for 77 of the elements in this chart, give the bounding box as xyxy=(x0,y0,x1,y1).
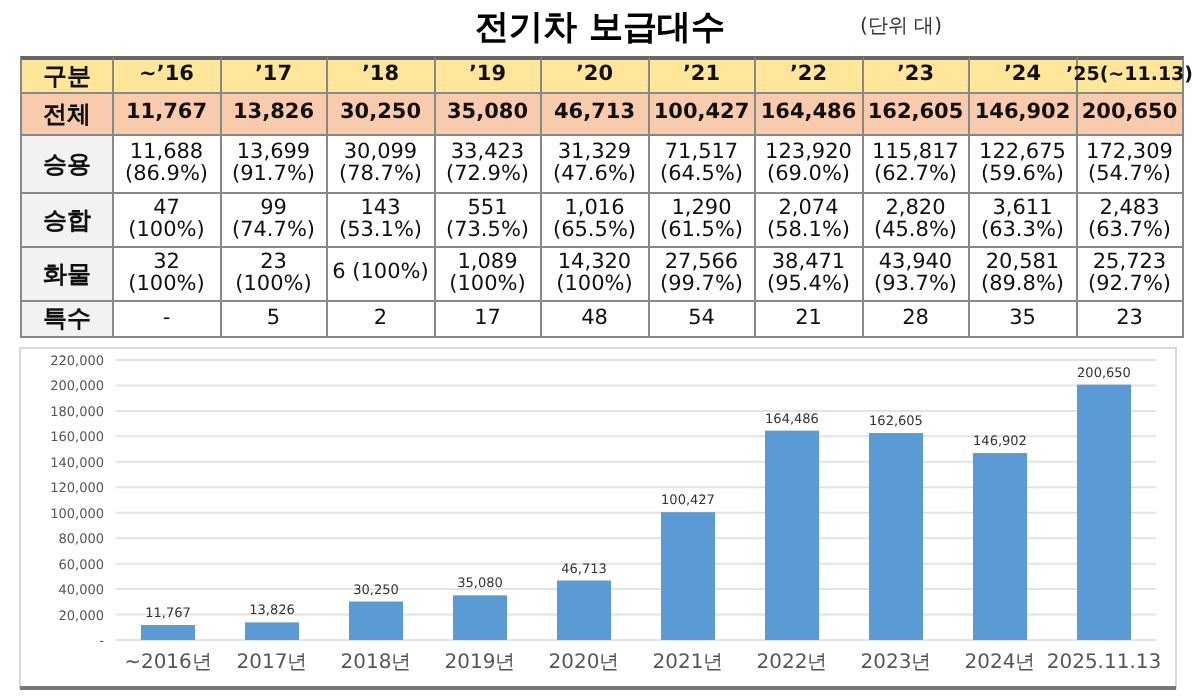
x-tick-label: ’24 xyxy=(1003,62,1042,87)
x-tick-label: ’20 xyxy=(542,56,649,94)
text: 구분 xyxy=(20,56,114,94)
chart-title: 전기차 보급대수 xyxy=(473,6,727,50)
text: 2 xyxy=(373,305,388,330)
text: 21 xyxy=(795,305,822,330)
text: 14,320 (100%) xyxy=(556,249,633,296)
text: 164,486 xyxy=(760,100,857,125)
text: 200,650 xyxy=(1081,100,1178,125)
text: 99 (74.7%) xyxy=(231,195,316,242)
x-tick-label: ’23 xyxy=(863,56,970,94)
text: 1,290 (61.5%) xyxy=(659,195,744,242)
x-tick-label: 2024년 xyxy=(964,652,1036,674)
x-tick-label: 2020년 xyxy=(548,652,620,674)
text: 31,329 (47.6%) xyxy=(552,139,637,186)
text: 11,767 xyxy=(125,100,208,125)
text: 32 (100%) xyxy=(128,249,205,296)
y-tick-label: 승용 xyxy=(20,136,114,194)
x-tick-label: ’22 xyxy=(756,56,863,94)
x-tick-label: 2019년 xyxy=(444,652,516,674)
text: 30,099 (78.7%) xyxy=(338,139,423,186)
y-tick-label: 승합 xyxy=(20,194,114,248)
text: 27,566 (99.7%) xyxy=(659,249,744,296)
text: 28 xyxy=(902,305,929,330)
text: 1,089 (100%) xyxy=(449,249,526,296)
x-tick-label: 2025.11.13 xyxy=(1046,652,1162,674)
text: 2,074 (58.1%) xyxy=(766,195,851,242)
text: 2,483 (63.7%) xyxy=(1087,195,1172,242)
x-tick-label: 2023년 xyxy=(860,652,932,674)
text: 47 (100%) xyxy=(128,195,205,242)
text: 71,517 (64.5%) xyxy=(659,139,744,186)
x-tick-label: ’19 xyxy=(435,56,542,94)
x-tick-label: ’25(~11.13) xyxy=(1065,62,1194,91)
text: 5 xyxy=(266,305,281,330)
y-tick-label: 화물 xyxy=(20,248,114,302)
text: 551 (73.5%) xyxy=(445,195,530,242)
text: 123,920 (69.0%) xyxy=(765,139,852,186)
x-tick-label: ~2016년 xyxy=(124,652,212,674)
text: 35,080 xyxy=(446,100,529,125)
text: 13,699 (91.7%) xyxy=(231,139,316,186)
x-tick-label: ’21 xyxy=(649,56,756,94)
text: 162,605 xyxy=(867,100,964,125)
text: 6 (100%) xyxy=(332,260,429,285)
text: 48 xyxy=(581,305,608,330)
x-tick-label: ~’16 xyxy=(114,56,221,94)
text: 54 xyxy=(688,305,715,330)
text: 20,581 (89.8%) xyxy=(980,249,1065,296)
text: 115,817 (62.7%) xyxy=(872,139,959,186)
text: 23 xyxy=(1116,305,1143,330)
text: 146,902 xyxy=(974,100,1071,125)
text: 143 (53.1%) xyxy=(338,195,423,242)
x-tick-label: 2017년 xyxy=(236,652,308,674)
x-tick-label: 2018년 xyxy=(340,652,412,674)
text: 35 xyxy=(1009,305,1036,330)
text: 46,713 xyxy=(553,100,636,125)
chart-subtitle: (단위 대) xyxy=(860,14,942,40)
text: 38,471 (95.4%) xyxy=(766,249,851,296)
text: 30,250 xyxy=(339,100,422,125)
x-tick-label: ’17 xyxy=(221,56,328,94)
text: 17 xyxy=(474,305,501,330)
text: 3,611 (63.3%) xyxy=(980,195,1065,242)
text: 25,723 (92.7%) xyxy=(1087,249,1172,296)
text: 2,820 (45.8%) xyxy=(873,195,958,242)
y-tick-label: 전체 xyxy=(20,94,114,136)
text: 11,688 (86.9%) xyxy=(124,139,209,186)
text: 23 (100%) xyxy=(235,249,312,296)
text: 33,423 (72.9%) xyxy=(445,139,530,186)
text: 1,016 (65.5%) xyxy=(552,195,637,242)
x-tick-label: 2021년 xyxy=(652,652,724,674)
x-tick-label: ’18 xyxy=(328,56,435,94)
text: 43,940 (93.7%) xyxy=(873,249,958,296)
x-tick-label: 2022년 xyxy=(756,652,828,674)
text: - xyxy=(162,305,171,330)
text: 122,675 (59.6%) xyxy=(979,139,1066,186)
text: 100,427 xyxy=(653,100,750,125)
text: 13,826 xyxy=(232,100,315,125)
text: 172,309 (54.7%) xyxy=(1086,139,1173,186)
